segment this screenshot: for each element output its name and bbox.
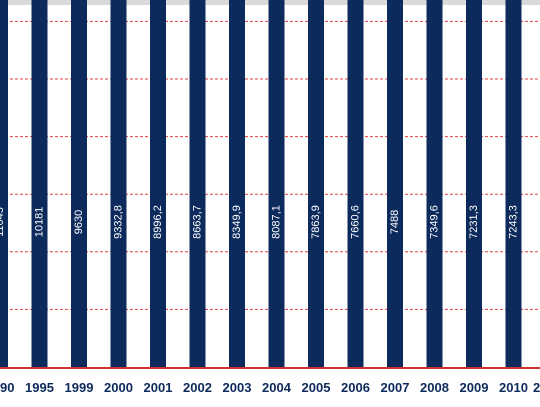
bar-2008 [426,0,443,368]
bar-2006 [347,0,364,367]
value-label: 8996,2 [152,205,164,239]
value-label: 8663,7 [192,205,204,239]
value-label: 9332,8 [113,205,125,239]
bar-2010 [505,0,522,367]
value-label: 10181 [34,207,46,238]
bar-2003 [229,0,245,367]
x-tick-label: 2000 [104,380,133,395]
x-tick-label: 2001 [144,380,173,395]
x-tick-label: 2010 [499,380,528,395]
x-tick-label: 2007 [381,380,410,395]
x-tick-label: 2006 [341,380,370,395]
value-label: 7243,3 [508,205,520,239]
value-label: 8087,1 [271,205,283,239]
bar-1995 [31,0,48,367]
bar-2005 [308,0,324,367]
bar-2000 [110,0,127,367]
x-tick-label: 2008 [420,380,449,395]
x-tick-label: 2 [533,380,540,395]
x-tick-label: 2003 [223,380,252,395]
x-tick-label: 1995 [25,380,54,395]
x-tick-label: 1999 [65,380,94,395]
value-label: 9630 [73,210,85,234]
value-label: 7488 [389,210,401,234]
bar-2009 [466,0,482,368]
value-label: 7349,6 [429,205,441,239]
value-label: 7660,6 [350,205,362,239]
bar-2007 [387,0,403,368]
x-tick-label: 2002 [183,380,212,395]
value-label: 8349,9 [231,205,243,239]
x-tick-label: 2005 [302,380,331,395]
value-label: 11045 [0,207,6,237]
bar-1990 [0,0,8,368]
value-label: 7863,9 [310,205,322,239]
x-tick-label: 2009 [460,380,489,395]
x-tick-label: 2004 [262,380,292,395]
bar-2001 [150,0,166,367]
bar-2004 [268,0,285,367]
bar-1999 [71,0,87,367]
bar-2002 [189,0,206,367]
value-label: 7231,3 [468,205,480,239]
x-tick-label: 90 [0,380,14,395]
